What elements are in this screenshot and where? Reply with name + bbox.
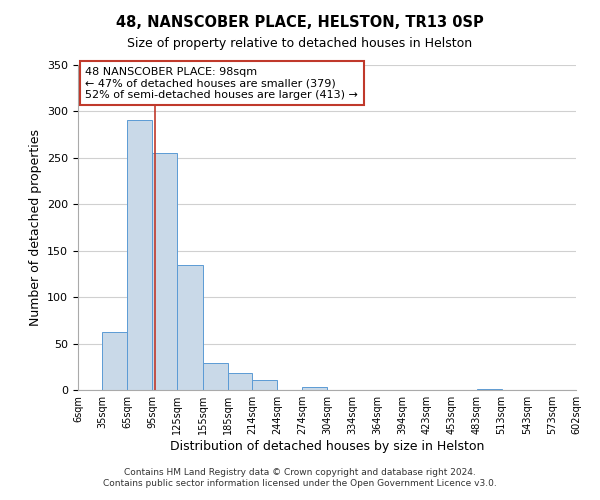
Text: Size of property relative to detached houses in Helston: Size of property relative to detached ho… bbox=[127, 38, 473, 51]
Bar bbox=[252, 380, 277, 390]
Bar bbox=[152, 153, 178, 390]
Bar bbox=[227, 374, 252, 390]
Y-axis label: Number of detached properties: Number of detached properties bbox=[29, 129, 41, 326]
Bar bbox=[203, 363, 227, 390]
Bar bbox=[102, 332, 127, 390]
Bar bbox=[127, 120, 152, 390]
Text: Contains HM Land Registry data © Crown copyright and database right 2024.
Contai: Contains HM Land Registry data © Crown c… bbox=[103, 468, 497, 487]
Bar bbox=[302, 387, 327, 390]
Text: 48, NANSCOBER PLACE, HELSTON, TR13 0SP: 48, NANSCOBER PLACE, HELSTON, TR13 0SP bbox=[116, 15, 484, 30]
Bar bbox=[178, 264, 203, 390]
Text: 48 NANSCOBER PLACE: 98sqm
← 47% of detached houses are smaller (379)
52% of semi: 48 NANSCOBER PLACE: 98sqm ← 47% of detac… bbox=[85, 66, 358, 100]
Bar bbox=[476, 389, 502, 390]
X-axis label: Distribution of detached houses by size in Helston: Distribution of detached houses by size … bbox=[170, 440, 484, 453]
